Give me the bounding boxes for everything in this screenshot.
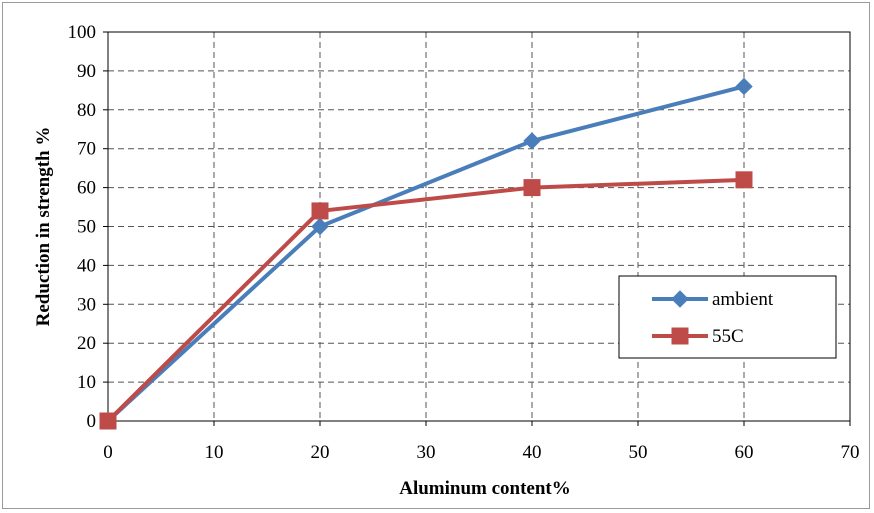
y-tick-label: 20 bbox=[77, 333, 96, 354]
x-tick-label: 20 bbox=[311, 442, 330, 463]
x-tick-label: 30 bbox=[417, 442, 436, 463]
axis-ticks: 0 10 20 30 40 50 60 70 80 90 100 0 10 20 30 40 50 60 70 bbox=[68, 22, 860, 463]
x-tick-label: 50 bbox=[629, 442, 648, 463]
series-55C bbox=[99, 171, 753, 430]
legend-label: ambient bbox=[712, 289, 774, 310]
series-line bbox=[106, 177, 746, 423]
diamond-marker bbox=[311, 217, 329, 236]
y-tick-label: 30 bbox=[77, 294, 96, 315]
y-tick-label: 80 bbox=[77, 100, 96, 121]
series-line bbox=[106, 84, 746, 423]
y-tick-label: 60 bbox=[77, 178, 96, 199]
square-marker bbox=[311, 202, 329, 220]
y-tick-label: 70 bbox=[77, 139, 96, 160]
square-marker bbox=[671, 327, 689, 345]
diamond-marker bbox=[671, 290, 689, 308]
diamond-marker bbox=[523, 132, 541, 150]
y-tick-label: 100 bbox=[68, 22, 97, 43]
x-tick-label: 0 bbox=[103, 442, 113, 463]
square-marker bbox=[523, 179, 541, 197]
y-tick-label: 40 bbox=[77, 255, 96, 276]
x-tick-label: 70 bbox=[841, 442, 860, 463]
square-marker bbox=[735, 171, 753, 189]
x-axis-title: Aluminum content% bbox=[399, 478, 571, 499]
y-axis-title: Reduction in strength % bbox=[33, 127, 54, 327]
legend-item-55C: 55C bbox=[652, 326, 744, 347]
legend: ambient 55C bbox=[618, 275, 837, 359]
y-tick-label: 50 bbox=[77, 217, 96, 238]
grid-lines bbox=[108, 32, 850, 421]
legend-item-ambient: ambient bbox=[652, 289, 774, 310]
y-tick-label: 0 bbox=[87, 411, 97, 432]
square-marker bbox=[99, 412, 117, 430]
y-tick-label: 10 bbox=[77, 372, 96, 393]
legend-label: 55C bbox=[712, 326, 744, 347]
x-tick-label: 60 bbox=[735, 442, 754, 463]
x-tick-label: 10 bbox=[205, 442, 224, 463]
x-tick-label: 40 bbox=[523, 442, 542, 463]
diamond-marker bbox=[735, 77, 753, 96]
legend-box bbox=[618, 275, 837, 359]
y-tick-label: 90 bbox=[77, 61, 96, 82]
series-layer bbox=[99, 77, 753, 430]
